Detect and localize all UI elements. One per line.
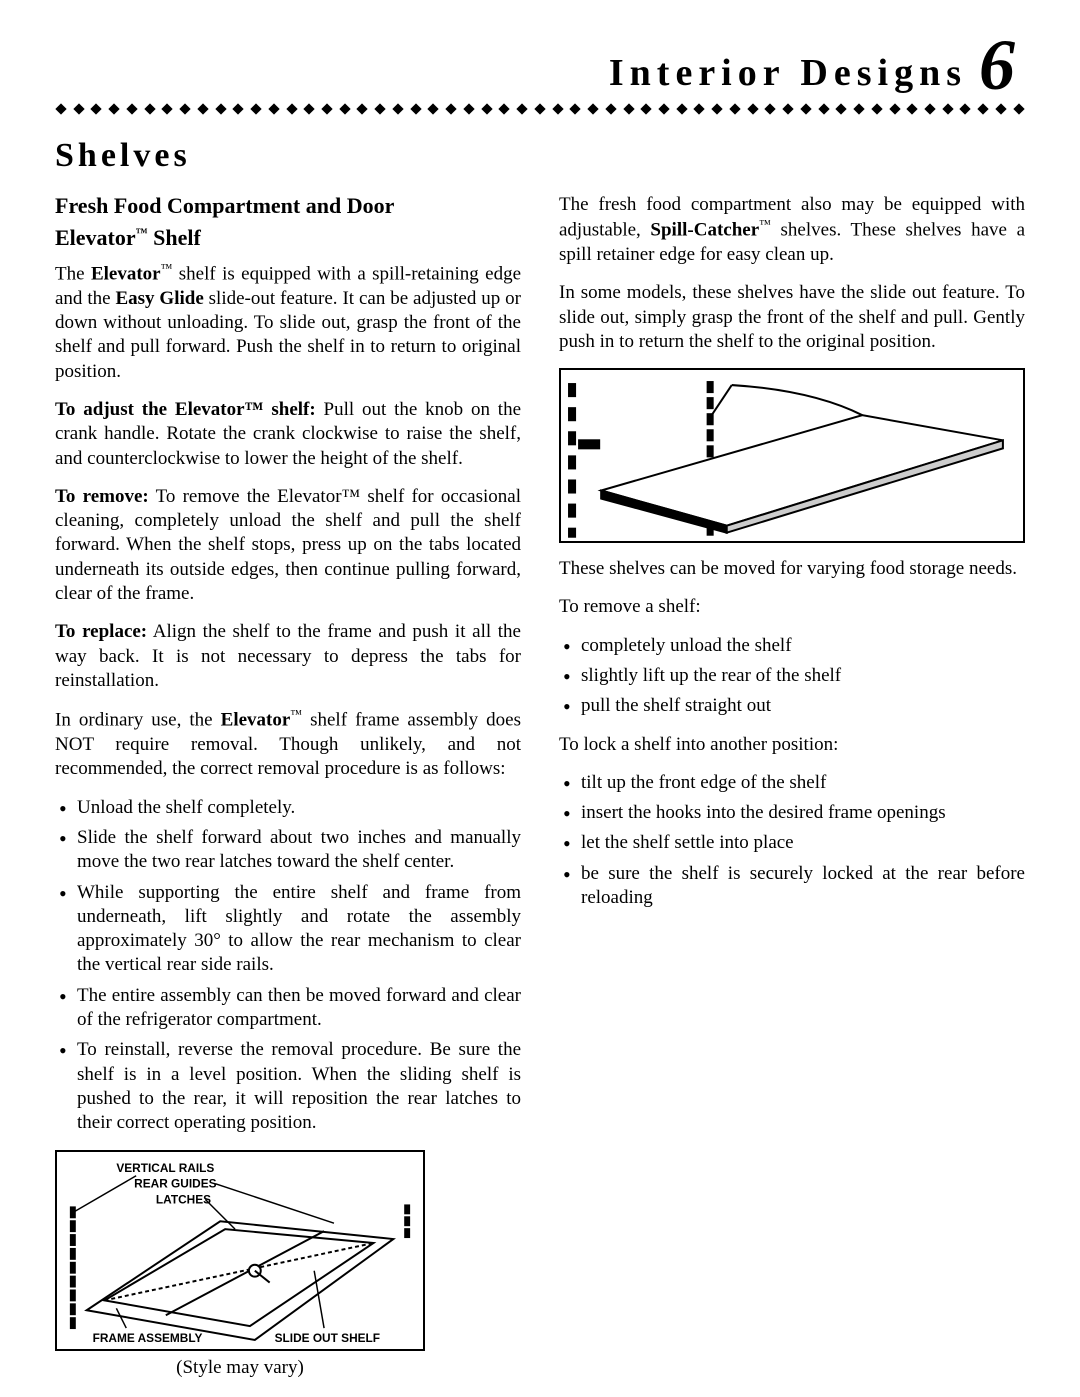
left-column: Fresh Food Compartment and Door Elevator… xyxy=(55,193,521,1379)
left-p2: To adjust the Elevator™ shelf: Pull out … xyxy=(55,398,521,471)
right-p1: The fresh food compartment also may be e… xyxy=(559,193,1025,267)
figure-caption: (Style may vary) xyxy=(55,1357,425,1379)
right-p4: To remove a shelf: xyxy=(559,595,1025,619)
tm-mark: ™ xyxy=(136,226,148,240)
label-latches: LATCHES xyxy=(156,1192,211,1206)
right-column: The fresh food compartment also may be e… xyxy=(559,193,1025,1379)
right-p5: To lock a shelf into another position: xyxy=(559,733,1025,757)
section-title: Shelves xyxy=(55,137,1025,175)
right-bullets-1: completely unload the shelf slightly lift… xyxy=(559,634,1025,719)
spill-catcher-diagram xyxy=(561,370,1023,541)
header-title: Interior Designs xyxy=(609,52,967,94)
left-p5: In ordinary use, the Elevator™ shelf fra… xyxy=(55,707,521,781)
left-bullets: Unload the shelf completely. Slide the sh… xyxy=(55,796,521,1136)
list-item: To reinstall, reverse the removal proced… xyxy=(77,1038,521,1135)
elevator-shelf-diagram: VERTICAL RAILS REAR GUIDES LATCHES FRAME… xyxy=(57,1152,423,1350)
list-item: insert the hooks into the desired frame … xyxy=(581,801,1025,825)
shelf-word: Shelf xyxy=(148,225,201,250)
page-number: 6 xyxy=(979,25,1015,105)
right-p2: In some models, these shelves have the s… xyxy=(559,281,1025,354)
label-slide-out-shelf: SLIDE OUT SHELF xyxy=(275,1331,380,1345)
list-item: Slide the shelf forward about two inches… xyxy=(77,826,521,875)
list-item: Unload the shelf completely. xyxy=(77,796,521,820)
left-p1: The Elevator™ shelf is equipped with a s… xyxy=(55,261,521,384)
list-item: The entire assembly can then be moved fo… xyxy=(77,984,521,1033)
list-item: pull the shelf straight out xyxy=(581,694,1025,718)
label-frame-assembly: FRAME ASSEMBLY xyxy=(93,1331,203,1345)
list-item: slightly lift up the rear of the shelf xyxy=(581,664,1025,688)
figure-spill-catcher-shelf xyxy=(559,368,1025,543)
right-bullets-2: tilt up the front edge of the shelf inser… xyxy=(559,771,1025,911)
left-p4: To replace: Align the shelf to the frame… xyxy=(55,620,521,693)
two-column-layout: Fresh Food Compartment and Door Elevator… xyxy=(55,193,1025,1379)
list-item: While supporting the entire shelf and fr… xyxy=(77,881,521,978)
list-item: completely unload the shelf xyxy=(581,634,1025,658)
right-p3: These shelves can be moved for varying f… xyxy=(559,557,1025,581)
label-rear-guides: REAR GUIDES xyxy=(134,1176,216,1190)
page-header: Interior Designs 6 xyxy=(55,20,1025,103)
diamond-divider xyxy=(55,105,1025,113)
label-vertical-rails: VERTICAL RAILS xyxy=(116,1160,214,1174)
left-subtitle-1: Fresh Food Compartment and Door xyxy=(55,193,521,219)
left-subtitle-2: Elevator™ Shelf xyxy=(55,225,521,251)
list-item: be sure the shelf is securely locked at … xyxy=(581,862,1025,911)
list-item: let the shelf settle into place xyxy=(581,831,1025,855)
figure-elevator-shelf: VERTICAL RAILS REAR GUIDES LATCHES FRAME… xyxy=(55,1150,425,1352)
elevator-word: Elevator xyxy=(55,225,136,250)
left-p3: To remove: To remove the Elevator™ shelf… xyxy=(55,485,521,607)
list-item: tilt up the front edge of the shelf xyxy=(581,771,1025,795)
